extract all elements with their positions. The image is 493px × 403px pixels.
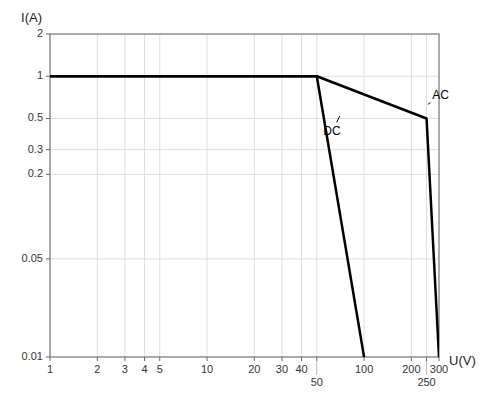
x-tick-label: 5: [157, 363, 163, 375]
series-line: [50, 76, 439, 357]
grid-line: [124, 34, 125, 357]
x-tick-label: 2: [94, 363, 100, 375]
y-axis: 0.01 0.05 0.2 0.3 0.5 1 2: [22, 27, 50, 362]
grid-line: [281, 34, 282, 357]
annotation: AC: [432, 88, 449, 102]
y-tick: [46, 357, 50, 358]
grid-line: [50, 174, 439, 175]
x-tick-leader: [316, 361, 317, 375]
grid-line: [50, 149, 439, 150]
annotation-line: [428, 103, 430, 105]
x-tick: [97, 357, 98, 361]
grid-line: [97, 34, 98, 357]
grid-line: [207, 34, 208, 357]
grid-line: [144, 34, 145, 357]
x-tick: [364, 357, 365, 361]
plot-area: [50, 76, 439, 357]
x-tick: [439, 357, 440, 361]
grid-line: [50, 118, 439, 119]
x-tick-label: 3: [122, 363, 128, 375]
x-tick-leader: [426, 361, 427, 375]
chart: 1234510203040501002002503000.010.050.20.…: [0, 0, 493, 403]
x-tick-label: 100: [355, 363, 373, 375]
x-tick-label: 10: [201, 363, 213, 375]
x-tick: [281, 357, 282, 361]
grid-line: [364, 34, 365, 357]
grid-line: [159, 34, 160, 357]
y-tick: [46, 149, 50, 150]
x-tick: [124, 357, 125, 361]
x-tick: [159, 357, 160, 361]
y-tick-label: 0.5: [28, 111, 43, 123]
annotations: AC DC: [323, 88, 449, 139]
x-tick-label: 20: [248, 363, 260, 375]
y-tick-label: 2: [37, 27, 43, 39]
x-axis-label: U(V): [449, 353, 476, 368]
x-tick: [254, 357, 255, 361]
y-tick: [46, 174, 50, 175]
x-tick: [316, 357, 317, 361]
grid-line: [254, 34, 255, 357]
grid-line: [426, 34, 427, 357]
x-tick-label: 30: [276, 363, 288, 375]
x-tick-label: 300: [430, 363, 448, 375]
x-tick: [411, 357, 412, 361]
x-tick-label: 1: [47, 363, 53, 375]
grid-line: [411, 34, 412, 357]
y-tick-label: 0.2: [28, 167, 43, 179]
x-tick-label: 40: [295, 363, 307, 375]
x-tick-label: 4: [141, 363, 147, 375]
x-axis: 1 2 3 45 10 20 30 40 50 100 200250300: [47, 357, 448, 388]
x-tick-label: 200: [402, 363, 420, 375]
series-line: [50, 76, 364, 357]
y-tick-label: 0.05: [22, 252, 43, 264]
x-tick: [426, 357, 427, 361]
annotation-line: [337, 116, 340, 122]
y-tick: [46, 76, 50, 77]
y-tick: [46, 34, 50, 35]
x-tick: [301, 357, 302, 361]
x-tick-label: 50: [311, 376, 323, 388]
y-tick: [46, 258, 50, 259]
y-tick-label: 1: [37, 69, 43, 81]
x-tick-label: 250: [417, 376, 435, 388]
grid-line: [50, 258, 439, 259]
plot-frame: [50, 34, 439, 357]
annotation: DC: [323, 124, 341, 138]
x-tick: [50, 357, 51, 361]
grid: [50, 34, 439, 357]
y-tick: [46, 118, 50, 119]
y-axis-label: I(A): [21, 10, 42, 25]
grid-line: [301, 34, 302, 357]
x-tick: [207, 357, 208, 361]
y-tick-label: 0.3: [28, 143, 43, 155]
y-tick-label: 0.01: [22, 350, 43, 362]
x-tick: [144, 357, 145, 361]
